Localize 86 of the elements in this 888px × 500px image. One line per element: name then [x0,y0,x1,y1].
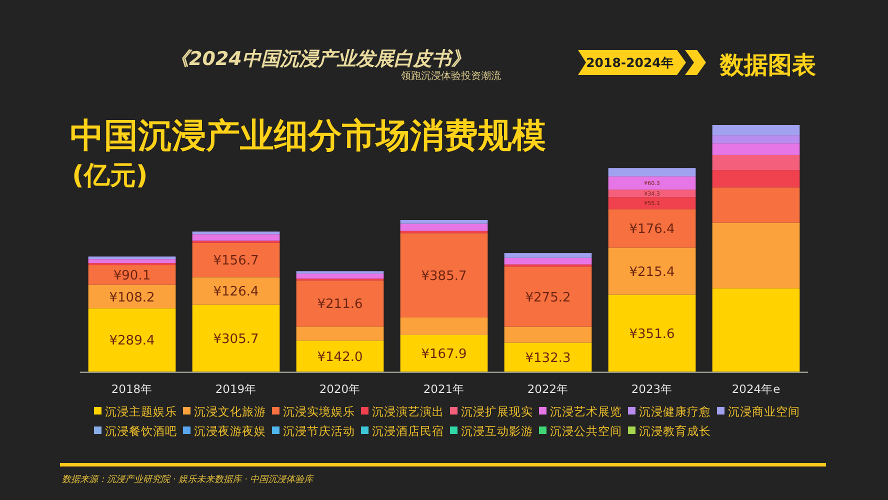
data-label: ¥289.4 [109,334,155,349]
bar [712,187,800,223]
bar [504,258,592,264]
bar [192,234,280,241]
legend-label: 沉浸扩展现实 [461,404,533,418]
bar [192,242,280,278]
legend-label: 沉浸夜游夜娱 [194,424,266,438]
bar [608,176,696,190]
bar [296,340,384,372]
text: 2018-2024年 [586,55,674,70]
legend-label: 沉浸演艺演出 [372,404,444,418]
bar [608,209,696,248]
x-tick-label: 2020年 [319,382,361,396]
bar [712,170,800,188]
bar [712,125,800,136]
text: 领跑沉浸体验投资潮流 [401,70,501,82]
text: 数据图表 [719,51,816,79]
bar [504,253,592,258]
bar [400,220,488,224]
data-label: ¥351.6 [629,326,675,342]
bar [608,168,696,176]
legend-label: 沉浸酒店民宿 [372,424,444,438]
legend-label: 沉浸公共空间 [550,424,622,438]
data-label: ¥275.2 [525,290,571,306]
legend-label: 沉浸主题娱乐 [105,404,177,418]
bar [88,265,176,285]
legend-label: 沉浸商业空间 [728,404,800,418]
bar [504,264,592,267]
bar [712,154,800,170]
bar [192,277,280,305]
text: 《2024中国沉浸产业发展白皮书》 [170,48,470,70]
legend-label: 沉浸互动影游 [461,424,533,438]
bar [400,233,488,318]
legend-label: 沉浸健康疗愈 [639,404,711,418]
chart-title: 中国沉浸产业细分市场消费规模 [70,116,546,156]
bar [608,248,696,295]
bar [400,334,488,372]
x-tick-label: 2019年 [215,382,257,396]
bar [296,326,384,341]
bar [296,271,384,274]
data-label: ¥132.3 [525,350,571,366]
legend-label: 沉浸节庆活动 [283,424,355,438]
bar [296,280,384,327]
bar [712,288,800,372]
x-tick-label: 2024年e [732,382,780,396]
bar [608,197,696,210]
bar [88,308,176,372]
bar [88,256,176,260]
data-label: ¥156.7 [213,254,259,269]
legend-label: 沉浸餐饮酒吧 [105,424,177,438]
x-tick-label: 2018年 [111,382,153,396]
data-label: ¥305.7 [213,332,259,347]
bar [504,266,592,327]
bar [192,304,280,372]
data-label: ¥142.0 [317,350,363,365]
data-label: ¥211.6 [317,297,363,312]
bar [712,143,800,155]
bar [504,342,592,372]
bar [192,232,280,234]
data-label: ¥385.7 [421,268,467,284]
legend-label: 沉浸文化旅游 [194,404,266,418]
bar [712,222,800,288]
source-note: 数据来源：沉浸产业研究院 · 娱乐未来数据库 · 中国沉浸体验库 [62,474,314,485]
bar [88,259,176,264]
bar [400,317,488,335]
legend-label: 沉浸教育成长 [639,424,711,438]
data-label: ¥126.4 [213,284,259,300]
bar [400,224,488,231]
bar [88,284,176,308]
x-tick-label: 2022年 [527,382,569,396]
bar [296,274,384,279]
bar [608,294,696,372]
bar [608,190,696,198]
data-label: ¥108.2 [109,290,155,306]
bar [712,135,800,144]
data-label: ¥176.4 [629,222,675,238]
legend-label: 沉浸艺术展览 [550,404,622,418]
x-tick-label: 2023年 [631,382,673,396]
bar [504,326,592,343]
bar [400,230,488,234]
data-label: ¥167.9 [421,347,467,362]
data-label: ¥90.1 [113,268,151,284]
legend-label: 沉浸实境娱乐 [283,404,355,418]
data-label: ¥215.4 [629,264,675,280]
x-tick-label: 2021年 [423,382,465,396]
text: (亿元) [72,161,148,191]
